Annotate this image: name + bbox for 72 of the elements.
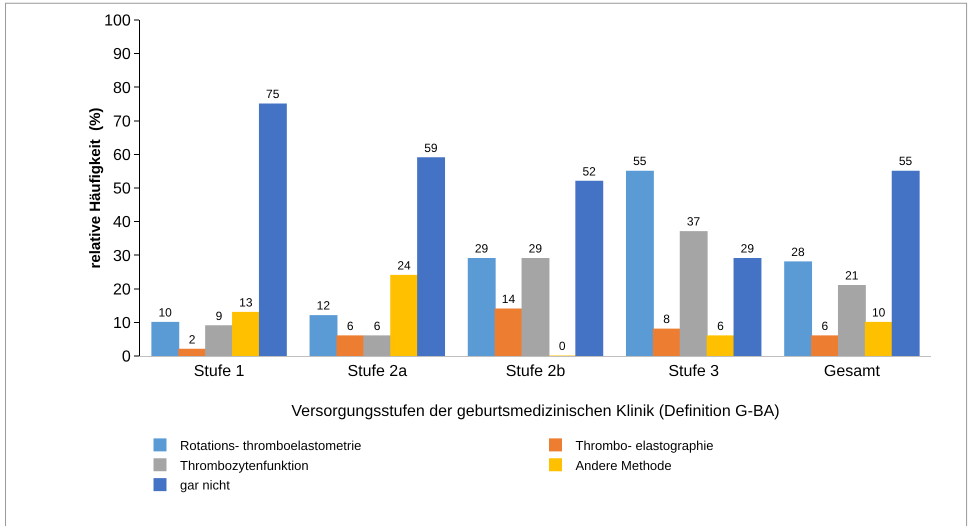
legend-label: Thrombozytenfunktion — [180, 458, 309, 473]
legend-label: Thrombo- elastographie — [576, 438, 714, 453]
legend-label: gar nicht — [180, 478, 230, 493]
bar — [734, 258, 762, 356]
data-label: 13 — [239, 295, 253, 310]
data-label: 6 — [346, 318, 354, 333]
bar — [178, 348, 206, 356]
data-label: 0 — [558, 339, 566, 353]
bar — [232, 312, 260, 356]
data-label: 29 — [528, 242, 542, 256]
data-label: 9 — [216, 308, 223, 323]
data-label: 6 — [374, 318, 381, 333]
bar — [838, 284, 866, 356]
bar — [363, 335, 392, 356]
bar — [205, 325, 234, 356]
y-tick-label: 50 — [113, 180, 131, 198]
data-label: 21 — [845, 268, 859, 282]
data-label: 12 — [316, 298, 330, 313]
bar — [151, 322, 180, 356]
x-tick-label: Gesamt — [824, 363, 880, 380]
bar — [390, 274, 418, 356]
bar — [258, 104, 287, 356]
y-tick-label: 20 — [113, 281, 131, 298]
bar — [626, 170, 654, 356]
bar — [575, 180, 604, 356]
bar — [310, 315, 338, 356]
bar — [892, 170, 920, 356]
legend-label: Rotations- thromboelastometrie — [180, 438, 362, 453]
y-tick-label: 60 — [113, 147, 131, 164]
y-axis-title: relative Häufigkeit (%) — [87, 108, 104, 268]
bar — [864, 322, 893, 356]
bar — [522, 258, 550, 356]
bar — [811, 335, 839, 356]
data-label: 37 — [686, 214, 701, 229]
y-tick-label: 30 — [113, 248, 131, 265]
data-label: 6 — [717, 318, 724, 333]
x-tick-label: Stufe 2a — [347, 363, 408, 380]
data-label: 59 — [424, 140, 438, 155]
y-tick-label: 70 — [113, 113, 131, 130]
data-label: 28 — [791, 244, 805, 259]
data-label: 10 — [872, 305, 886, 320]
data-label: 55 — [633, 154, 647, 168]
bar — [494, 308, 523, 356]
x-tick-label: Stufe 2b — [506, 363, 566, 380]
bar — [784, 261, 812, 356]
data-label: 10 — [158, 305, 172, 320]
bar — [417, 157, 446, 356]
data-label: 6 — [822, 318, 829, 333]
x-tick-label: Stufe 1 — [194, 363, 245, 380]
y-tick-label: 100 — [104, 12, 131, 30]
bar — [652, 328, 681, 356]
data-label: 29 — [474, 242, 489, 256]
y-tick-label: 40 — [113, 214, 131, 232]
bar — [680, 231, 708, 356]
bar — [336, 335, 364, 356]
data-label: 14 — [502, 292, 516, 306]
data-label: 75 — [266, 87, 280, 101]
y-tick-label: 0 — [122, 348, 131, 366]
data-label: 8 — [663, 312, 670, 326]
y-tick-label: 10 — [113, 315, 131, 332]
y-tick-label: 90 — [113, 46, 131, 64]
data-label: 29 — [740, 242, 754, 256]
data-label: 2 — [188, 332, 196, 346]
x-tick-label: Stufe 3 — [668, 363, 720, 380]
legend-label: Andere Methode — [576, 458, 672, 473]
x-axis-title: Versorgungsstufen der geburtsmedizinischen Klinik (Definition G-BA) — [291, 402, 780, 420]
bar — [468, 258, 496, 356]
data-label: 52 — [582, 164, 596, 178]
bar — [706, 335, 735, 356]
y-tick-label: 80 — [113, 80, 131, 97]
data-label: 55 — [898, 154, 913, 168]
data-label: 24 — [397, 258, 412, 272]
